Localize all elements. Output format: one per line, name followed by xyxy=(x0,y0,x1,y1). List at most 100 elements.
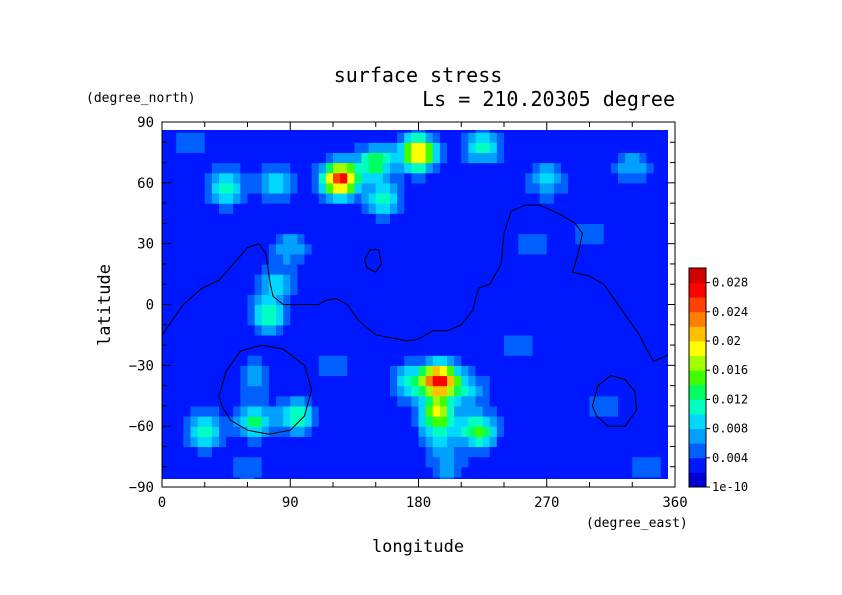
heatmap-cell xyxy=(447,446,455,458)
heatmap-cell xyxy=(290,294,298,306)
heatmap-cell xyxy=(660,476,668,479)
heatmap-cell xyxy=(290,314,298,326)
heatmap-cell xyxy=(632,182,640,194)
heatmap-cell xyxy=(197,243,206,255)
heatmap-cell xyxy=(304,130,313,133)
heatmap-cell xyxy=(325,375,334,387)
heatmap-cell xyxy=(568,334,576,346)
heatmap-cell xyxy=(439,334,448,346)
heatmap-cell xyxy=(268,355,277,366)
heatmap-cell xyxy=(268,395,277,407)
heatmap-cell xyxy=(482,405,491,417)
heatmap-cell xyxy=(340,152,348,164)
heatmap-cell xyxy=(397,213,405,224)
heatmap-cell xyxy=(397,233,405,245)
heatmap-cell xyxy=(539,466,548,478)
heatmap-cell xyxy=(390,203,398,214)
heatmap-cell xyxy=(333,476,341,479)
heatmap-cell xyxy=(532,152,541,164)
heatmap-cell xyxy=(625,375,633,387)
heatmap-cell xyxy=(333,375,341,387)
heatmap-cell xyxy=(204,405,213,417)
heatmap-cell xyxy=(276,375,284,387)
heatmap-cell xyxy=(375,213,384,224)
heatmap-cell xyxy=(482,395,491,407)
heatmap-cell xyxy=(504,130,512,133)
heatmap-cell xyxy=(219,355,227,366)
heatmap-cell xyxy=(646,294,655,306)
heatmap-cell xyxy=(482,274,491,285)
heatmap-cell xyxy=(333,466,341,478)
heatmap-cell xyxy=(425,243,434,255)
heatmap-cell xyxy=(340,476,348,479)
heatmap-cell xyxy=(361,233,370,245)
heatmap-cell xyxy=(311,253,320,265)
heatmap-cell xyxy=(368,172,377,184)
heatmap-cell xyxy=(596,405,605,417)
heatmap-cell xyxy=(525,334,534,346)
heatmap-cell xyxy=(318,304,327,316)
heatmap-cell xyxy=(268,456,277,468)
heatmap-cell xyxy=(482,253,491,265)
heatmap-cell xyxy=(496,345,505,356)
heatmap-cell xyxy=(283,375,291,387)
heatmap-cell xyxy=(404,203,412,214)
heatmap-cell xyxy=(525,426,534,437)
heatmap-cell xyxy=(211,294,220,306)
heatmap-cell xyxy=(226,436,234,448)
heatmap-cell xyxy=(240,324,249,336)
heatmap-cell xyxy=(511,314,519,326)
heatmap-cell xyxy=(162,304,170,316)
heatmap-cell xyxy=(354,375,363,387)
heatmap-cell xyxy=(304,294,313,306)
heatmap-cell xyxy=(247,456,256,468)
heatmap-cell xyxy=(290,243,298,255)
heatmap-cell xyxy=(504,213,512,224)
heatmap-cell xyxy=(397,436,405,448)
heatmap-cell xyxy=(404,345,412,356)
heatmap-cell xyxy=(546,192,555,204)
heatmap-cell xyxy=(418,456,427,468)
heatmap-cell xyxy=(432,365,441,377)
heatmap-cell xyxy=(261,142,270,154)
heatmap-cell xyxy=(489,130,498,133)
heatmap-cell xyxy=(190,355,199,366)
heatmap-cell xyxy=(162,132,170,143)
heatmap-cell xyxy=(347,172,355,184)
heatmap-cell xyxy=(553,192,562,204)
heatmap-cell xyxy=(247,152,256,164)
heatmap-cell xyxy=(354,162,363,174)
heatmap-cell xyxy=(539,192,548,204)
heatmap-cell xyxy=(632,284,640,295)
heatmap-cell xyxy=(254,456,263,468)
heatmap-cell xyxy=(568,142,576,154)
heatmap-cell xyxy=(639,365,648,377)
heatmap-cell xyxy=(447,253,455,265)
heatmap-cell xyxy=(653,253,662,265)
heatmap-cell xyxy=(247,182,256,194)
heatmap-cell xyxy=(361,132,370,143)
heatmap-cell xyxy=(368,324,377,336)
heatmap-cell xyxy=(325,132,334,143)
heatmap-cell xyxy=(361,466,370,478)
heatmap-cell xyxy=(176,476,184,479)
heatmap-cell xyxy=(197,284,206,295)
heatmap-cell xyxy=(197,426,206,437)
heatmap-cell xyxy=(625,426,633,437)
heatmap-cell xyxy=(632,456,640,468)
heatmap-cell xyxy=(589,213,598,224)
heatmap-cell xyxy=(390,314,398,326)
heatmap-cell xyxy=(204,385,213,397)
heatmap-cell xyxy=(354,182,363,194)
heatmap-cell xyxy=(261,375,270,387)
heatmap-cell xyxy=(461,304,469,316)
heatmap-cell xyxy=(461,263,469,275)
heatmap-cell xyxy=(233,263,241,275)
heatmap-cell xyxy=(268,436,277,448)
heatmap-cell xyxy=(610,416,619,427)
heatmap-cell xyxy=(190,142,199,154)
heatmap-cell xyxy=(603,223,612,235)
heatmap-cell xyxy=(268,213,277,224)
heatmap-cell xyxy=(297,355,306,366)
heatmap-cell xyxy=(290,334,298,346)
